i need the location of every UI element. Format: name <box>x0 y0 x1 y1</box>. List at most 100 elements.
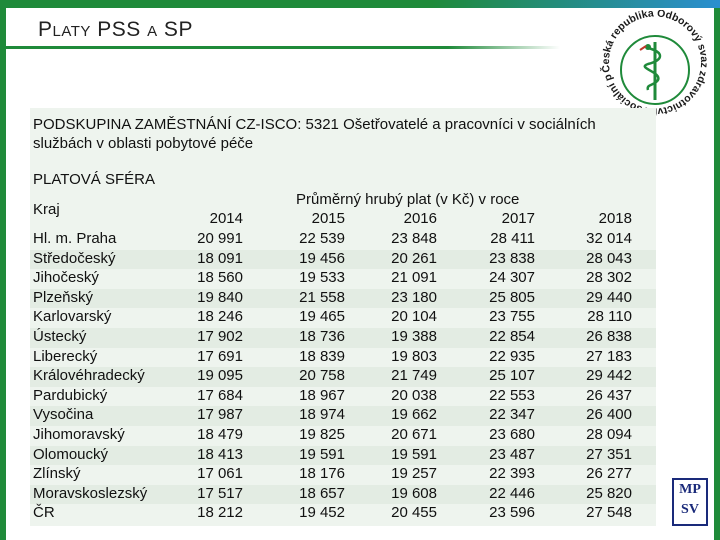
region-name: Jihomoravský <box>33 426 125 443</box>
region-name: Zlínský <box>33 465 81 483</box>
salary-cell-2015: 18 974 <box>299 406 345 424</box>
salary-sphere-label: PLATOVÁ SFÉRA <box>33 171 155 188</box>
salary-cell-2014: 18 212 <box>197 504 243 522</box>
salary-cell-2014: 20 991 <box>197 230 243 247</box>
salary-cell-2018: 26 400 <box>586 406 632 424</box>
region-name: Hl. m. Praha <box>33 230 117 247</box>
salary-cell-2018: 27 183 <box>586 347 632 365</box>
salary-cell-2014: 17 902 <box>197 328 243 345</box>
year-header-2014: 2014 <box>209 210 243 227</box>
year-header-2016: 2016 <box>403 210 437 227</box>
salary-cell-2017: 23 680 <box>489 426 535 443</box>
salary-header: Průměrný hrubý plat (v Kč) v roce <box>296 191 520 208</box>
region-name: Ústecký <box>33 328 87 345</box>
salary-cell-2016: 19 803 <box>391 347 437 365</box>
salary-cell-2016: 20 038 <box>391 386 437 404</box>
salary-cell-2014: 17 517 <box>197 484 243 502</box>
salary-cell-2015: 19 452 <box>299 504 345 522</box>
mpsv-logo-bottom: SV <box>681 502 699 517</box>
salary-cell-2017: 23 838 <box>489 249 535 267</box>
salary-cell-2017: 23 596 <box>489 504 535 522</box>
region-header: Kraj <box>33 201 60 218</box>
salary-cell-2015: 21 558 <box>299 288 345 306</box>
salary-cell-2017: 23 487 <box>489 445 535 463</box>
slide-title: Platy PSS a SP <box>38 18 193 41</box>
salary-cell-2018: 26 277 <box>586 465 632 483</box>
salary-cell-2018: 29 440 <box>586 288 632 306</box>
salary-cell-2016: 19 662 <box>391 406 437 424</box>
table-row-band <box>30 406 656 426</box>
salary-cell-2016: 19 257 <box>391 465 437 483</box>
table-row-band <box>30 445 656 466</box>
salary-cell-2018: 26 838 <box>586 328 632 345</box>
salary-cell-2018: 28 110 <box>587 308 632 326</box>
salary-cell-2016: 20 261 <box>391 249 437 267</box>
salary-cell-2014: 17 684 <box>197 386 243 404</box>
region-name: Středočeský <box>33 249 116 267</box>
salary-cell-2015: 18 967 <box>299 386 345 404</box>
salary-cell-2018: 28 302 <box>586 269 632 287</box>
salary-cell-2016: 20 455 <box>391 504 437 522</box>
subgroup-line-1: PODSKUPINA ZAMĚSTNÁNÍ CZ-ISCO: 5321 Ošet… <box>33 116 596 133</box>
salary-cell-2018: 25 820 <box>586 484 632 502</box>
salary-cell-2017: 22 854 <box>489 328 535 345</box>
salary-cell-2015: 18 176 <box>299 465 345 483</box>
region-name: Jihočeský <box>33 269 99 287</box>
salary-cell-2017: 23 755 <box>489 308 535 326</box>
salary-cell-2014: 18 413 <box>197 445 243 463</box>
salary-cell-2014: 17 691 <box>197 347 243 365</box>
year-header-2018: 2018 <box>598 210 632 227</box>
salary-cell-2014: 19 095 <box>197 367 243 385</box>
salary-cell-2015: 19 465 <box>299 308 345 326</box>
salary-cell-2016: 23 848 <box>391 230 437 247</box>
salary-cell-2017: 22 553 <box>489 386 535 404</box>
salary-cell-2014: 18 479 <box>197 426 243 443</box>
salary-cell-2018: 27 548 <box>586 504 632 522</box>
salary-cell-2017: 22 446 <box>489 484 535 502</box>
title-underline <box>0 46 560 49</box>
region-name: Plzeňský <box>33 288 94 306</box>
salary-cell-2018: 32 014 <box>586 230 632 247</box>
salary-cell-2017: 25 805 <box>489 288 535 306</box>
salary-cell-2017: 25 107 <box>489 367 535 385</box>
salary-cell-2014: 17 061 <box>197 465 243 483</box>
region-name: Vysočina <box>33 406 94 424</box>
salary-cell-2017: 22 347 <box>489 406 535 424</box>
region-name: Královéhradecký <box>33 367 145 385</box>
salary-cell-2018: 26 437 <box>586 386 632 404</box>
union-logo: Česká republika Odborový svaz zdravotnic… <box>596 10 710 117</box>
salary-cell-2018: 29 442 <box>586 367 632 385</box>
region-name: Liberecký <box>33 347 98 365</box>
top-accent-bar <box>0 0 720 8</box>
salary-cell-2015: 18 839 <box>299 347 345 365</box>
region-name: Pardubický <box>33 386 108 404</box>
table-row-band <box>30 367 656 387</box>
salary-cell-2017: 22 393 <box>489 465 535 483</box>
salary-cell-2016: 20 104 <box>391 308 437 326</box>
salary-cell-2016: 20 671 <box>391 426 437 443</box>
salary-cell-2015: 19 825 <box>299 426 345 443</box>
salary-cell-2017: 28 411 <box>490 230 535 247</box>
year-header-2015: 2015 <box>311 210 345 227</box>
salary-cell-2014: 19 840 <box>197 288 243 306</box>
salary-cell-2018: 27 351 <box>586 445 632 463</box>
salary-cell-2016: 21 749 <box>391 367 437 385</box>
mpsv-logo: MP SV <box>672 478 708 526</box>
salary-cell-2017: 22 935 <box>489 347 535 365</box>
salary-cell-2015: 18 657 <box>299 484 345 502</box>
salary-cell-2018: 28 094 <box>586 426 632 443</box>
region-name: Karlovarský <box>33 308 112 326</box>
table-row-band <box>30 328 656 348</box>
table-row-band <box>30 288 656 309</box>
salary-cell-2016: 19 591 <box>391 445 437 463</box>
table-row-band <box>30 484 656 505</box>
region-name: Olomoucký <box>33 445 109 463</box>
salary-cell-2016: 19 608 <box>391 484 437 502</box>
salary-cell-2018: 28 043 <box>586 249 632 267</box>
salary-cell-2017: 24 307 <box>489 269 535 287</box>
salary-cell-2015: 18 736 <box>299 328 345 345</box>
salary-cell-2015: 19 456 <box>299 249 345 267</box>
salary-cell-2015: 19 533 <box>299 269 345 287</box>
salary-cell-2014: 18 246 <box>197 308 243 326</box>
salary-cell-2016: 19 388 <box>391 328 437 345</box>
